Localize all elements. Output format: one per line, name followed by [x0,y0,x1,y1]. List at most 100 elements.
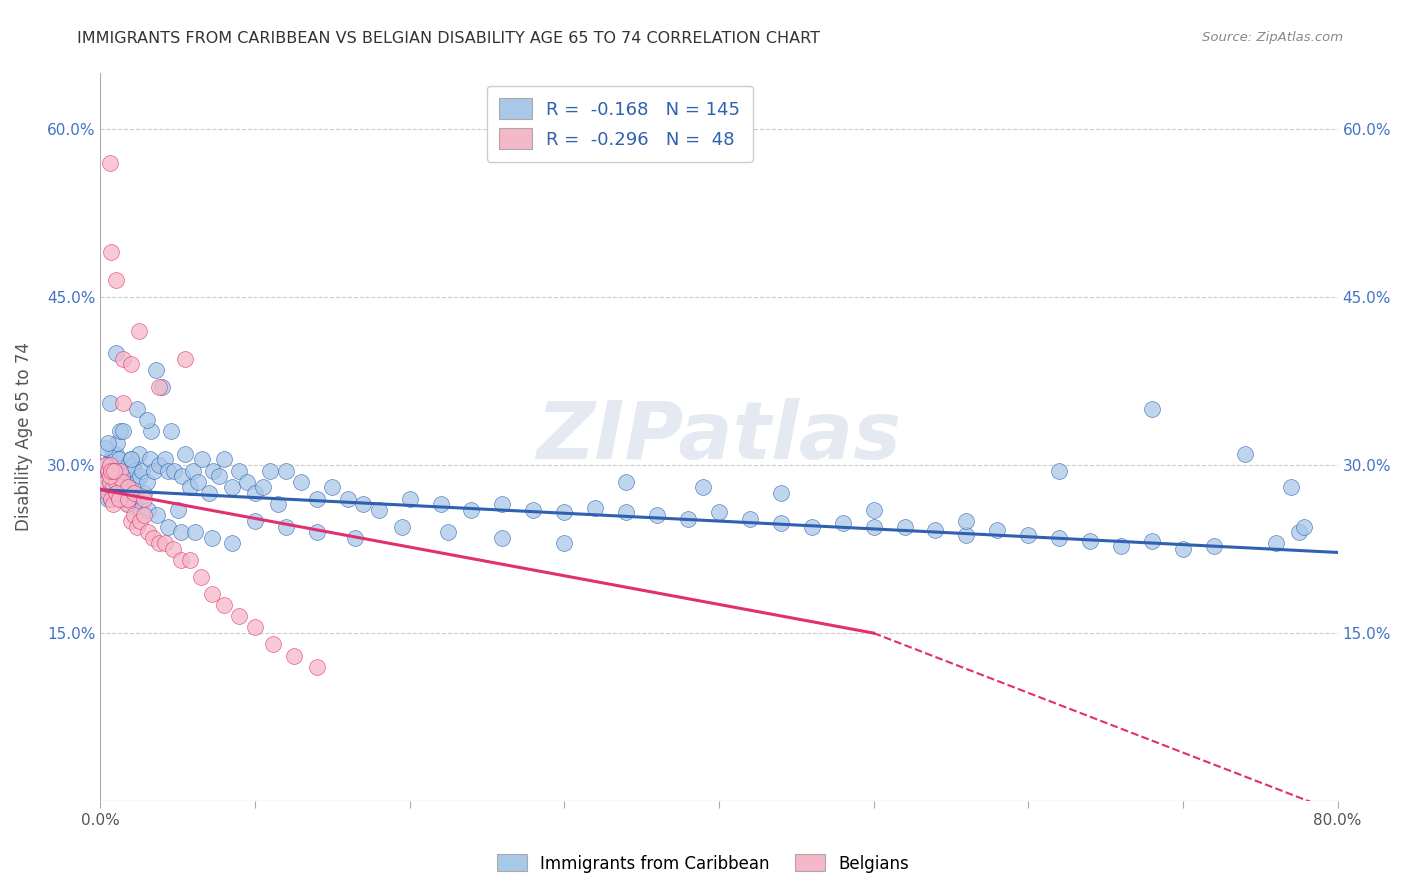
Point [114,491,136,506]
Point [96,475,118,489]
Point [738,512,761,526]
Point [336,491,359,506]
Point [1047,531,1070,545]
Point [831,516,853,531]
Point [124,508,146,523]
Point [108,486,131,500]
Point [202,464,225,478]
Point [212,452,235,467]
Point [105,486,128,500]
Point [148,458,170,472]
Point [1171,542,1194,557]
Point [170,553,193,567]
Point [290,475,312,489]
Point [145,363,167,377]
Point [1279,480,1302,494]
Point [862,503,884,517]
Point [707,505,730,519]
Point [190,570,212,584]
Point [893,519,915,533]
Point [157,464,180,478]
Point [321,480,343,494]
Point [201,531,224,545]
Point [104,273,127,287]
Point [132,491,155,506]
Point [98,458,121,472]
Point [263,637,285,651]
Point [228,464,250,478]
Point [98,396,121,410]
Point [259,464,281,478]
Point [103,475,125,489]
Point [135,413,157,427]
Point [305,525,328,540]
Point [252,480,274,494]
Point [1140,534,1163,549]
Point [163,464,186,478]
Point [100,245,122,260]
Point [117,480,139,494]
Point [111,469,134,483]
Point [117,497,139,511]
Point [101,480,124,494]
Point [645,508,668,523]
Point [112,396,135,410]
Point [614,475,637,489]
Point [104,464,127,478]
Point [101,486,124,500]
Point [108,452,131,467]
Point [172,469,194,483]
Point [1264,536,1286,550]
Point [104,346,127,360]
Point [183,525,205,540]
Point [96,458,118,472]
Point [101,447,124,461]
Point [243,486,266,500]
Point [97,464,120,478]
Point [124,497,146,511]
Point [135,475,157,489]
Point [94,458,117,472]
Point [148,536,170,550]
Point [98,475,121,489]
Point [111,464,134,478]
Point [367,503,389,517]
Point [429,497,451,511]
Point [120,452,142,467]
Point [97,491,120,506]
Point [103,464,125,478]
Point [97,486,120,500]
Point [437,525,460,540]
Point [104,475,127,489]
Point [221,480,243,494]
Point [121,458,143,472]
Point [769,516,792,531]
Point [129,503,152,517]
Point [522,503,544,517]
Point [110,425,132,439]
Point [127,402,149,417]
Point [118,480,141,494]
Point [212,598,235,612]
Point [128,324,150,338]
Point [800,519,823,533]
Point [125,475,148,489]
Point [117,491,139,506]
Point [104,447,127,461]
Point [398,491,420,506]
Point [1233,447,1256,461]
Point [101,480,124,494]
Point [460,503,482,517]
Point [127,519,149,533]
Point [155,452,177,467]
Point [100,491,122,506]
Point [352,497,374,511]
Point [1288,525,1310,540]
Point [136,525,159,540]
Point [112,351,135,366]
Point [100,464,122,478]
Point [108,491,131,506]
Point [124,486,146,500]
Point [179,480,201,494]
Point [862,519,884,533]
